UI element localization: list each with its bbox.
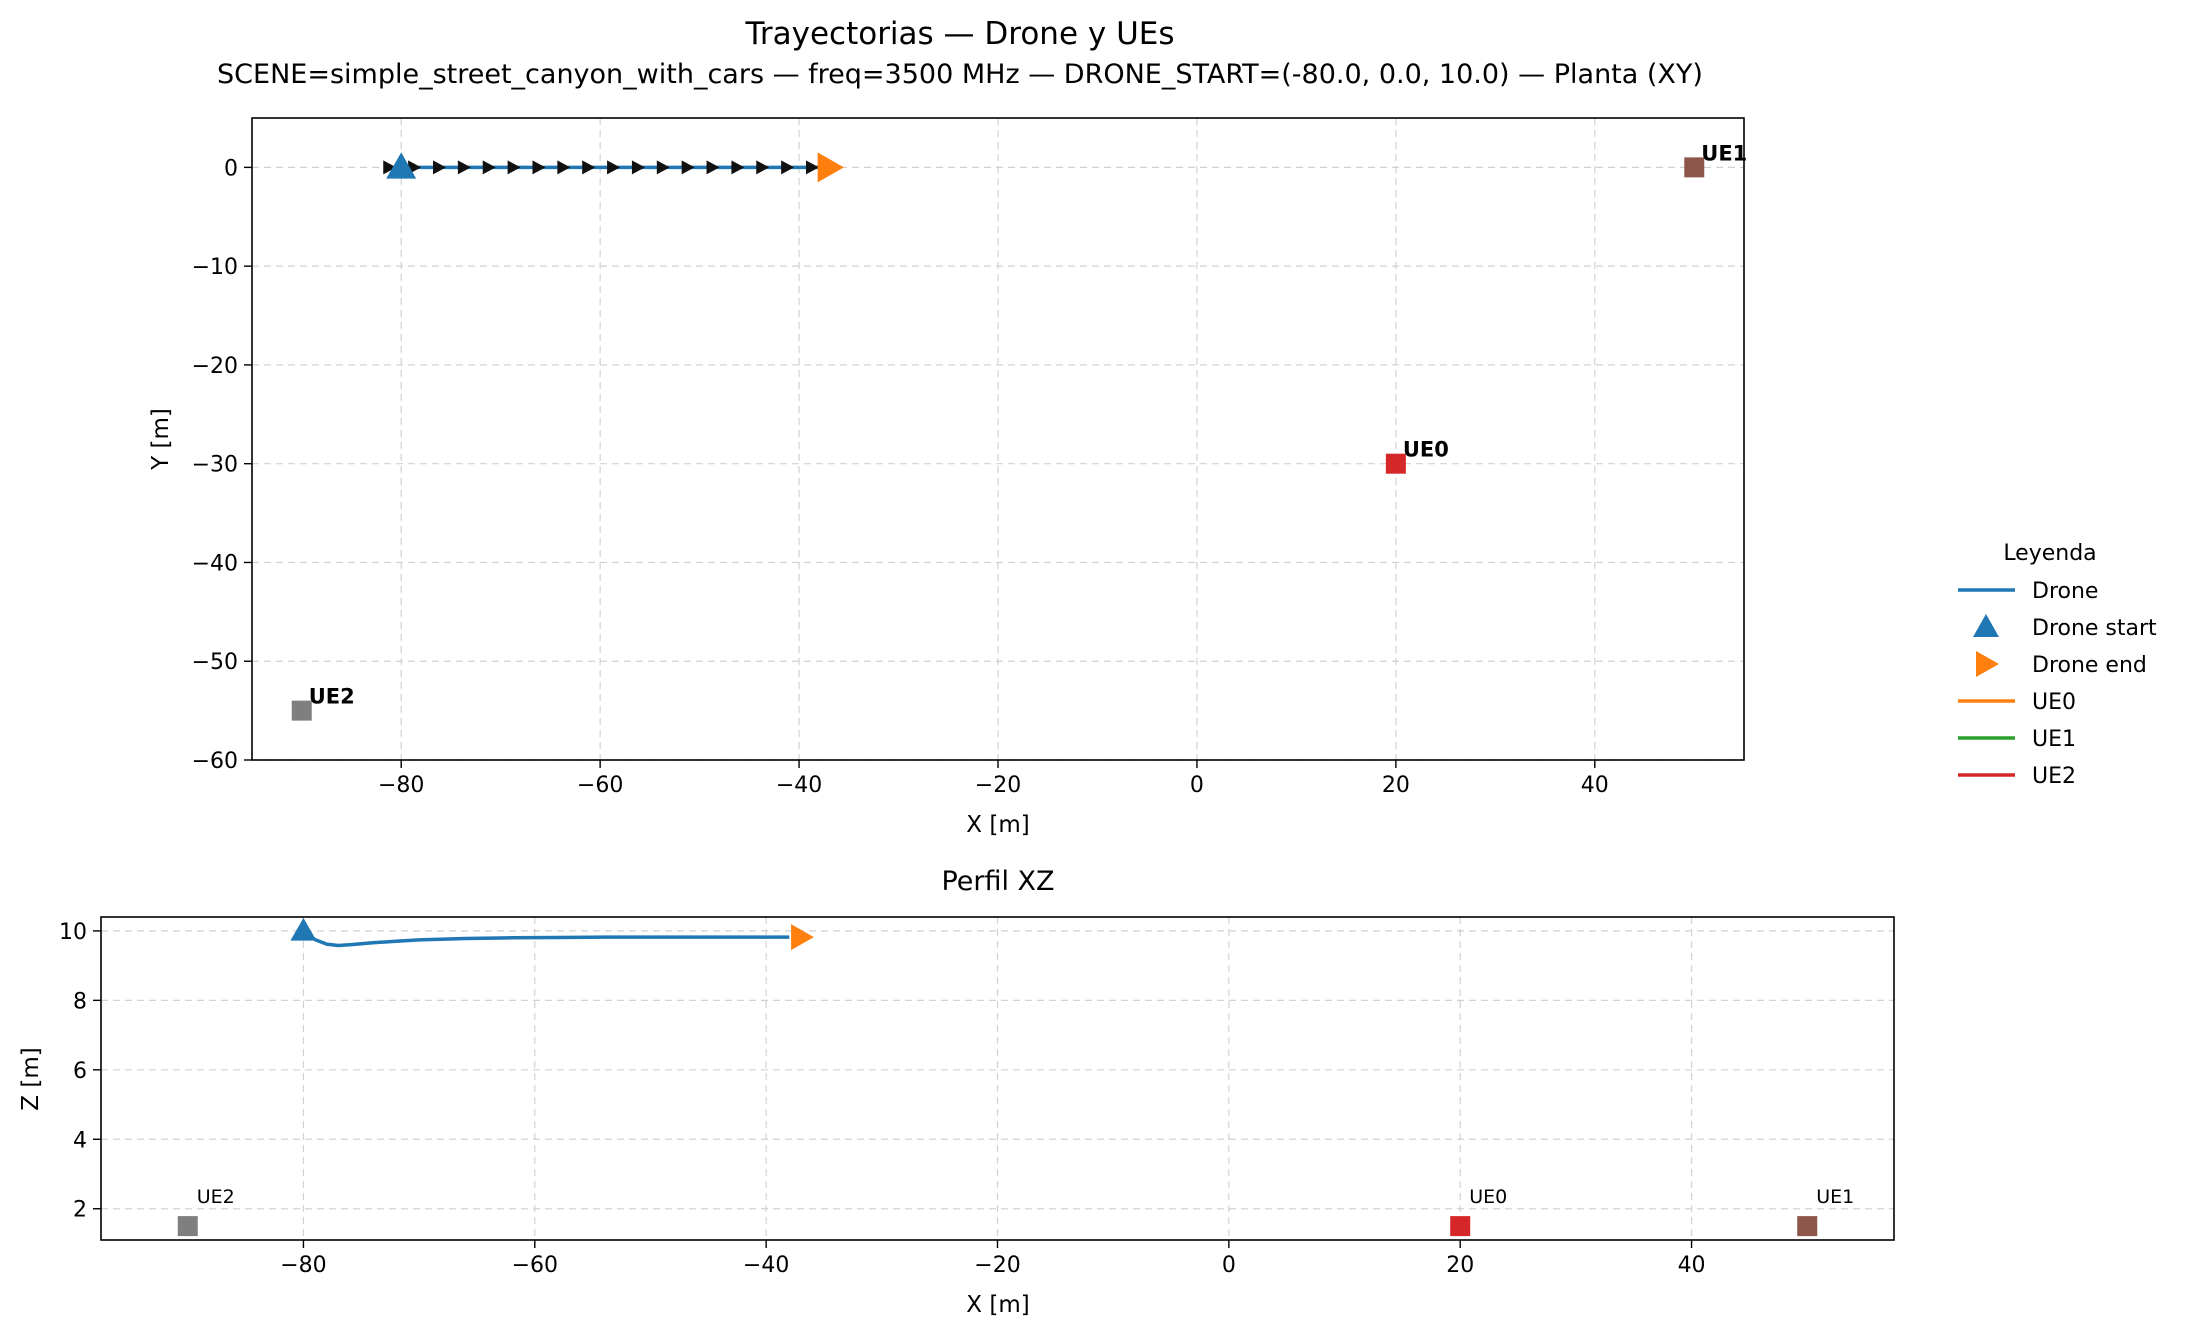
- plan-xy-ue-marker-ue0: [1385, 453, 1406, 474]
- plan-xy-ytick-label: −10: [192, 255, 238, 280]
- profile-xz-xtick-label: 20: [1446, 1253, 1474, 1278]
- direction-arrow-icon: [706, 160, 720, 175]
- plan-xy-content: UE0 UE1 UE2: [291, 141, 1747, 721]
- legend-label-ue2: UE2: [2032, 764, 2076, 789]
- plan-xy-ytick-label: 0: [224, 156, 238, 181]
- profile-xz-xtick-label: 40: [1678, 1253, 1706, 1278]
- direction-arrow-icon: [582, 160, 596, 175]
- profile-xz-drone-start-marker: [290, 917, 317, 941]
- plan-xy-ue-label-ue1: UE1: [1701, 141, 1747, 165]
- legend-label-ue1: UE1: [2032, 727, 2076, 752]
- profile-xz-ytick-label: 10: [59, 920, 87, 945]
- figure-subtitle: SCENE=simple_street_canyon_with_cars — f…: [217, 59, 1703, 90]
- plan-xy-ytick-label: −30: [192, 453, 238, 478]
- plan-xy-ytick-label: −50: [192, 650, 238, 675]
- legend-label-drone: Drone: [2032, 579, 2098, 604]
- profile-xz-xtick-label: −80: [280, 1253, 326, 1278]
- profile-xz-ue-marker-ue1: [1797, 1216, 1818, 1237]
- plan-xy-ylabel: Y [m]: [148, 408, 174, 471]
- profile-xz-title: Perfil XZ: [941, 866, 1054, 897]
- profile-xz-ue-marker-ue2: [177, 1216, 198, 1237]
- plan-xy-xtick-label: −80: [378, 773, 424, 798]
- plan-xy-xtick-label: −60: [577, 773, 623, 798]
- direction-arrow-icon: [457, 160, 471, 175]
- direction-arrow-icon: [631, 160, 645, 175]
- profile-xz-ticks: −80 −60 −40 −20 0 20 40 2 4 6 8 10: [59, 920, 1706, 1278]
- plan-xy-ytick-label: −40: [192, 551, 238, 576]
- direction-arrow-icon: [805, 160, 819, 175]
- legend-swatch-drone-end: [1976, 651, 1999, 677]
- profile-xz-drone-end-marker: [791, 924, 814, 951]
- legend-label-drone-end: Drone end: [2032, 653, 2147, 678]
- legend-swatch-drone-start: [1973, 614, 1999, 637]
- direction-arrow-icon: [557, 160, 571, 175]
- direction-arrow-icon: [781, 160, 795, 175]
- profile-xz-xtick-label: 0: [1222, 1253, 1236, 1278]
- profile-xz-xlabel: X [m]: [966, 1292, 1029, 1318]
- direction-arrow-icon: [656, 160, 670, 175]
- direction-arrow-icon: [756, 160, 770, 175]
- profile-xz-ue-label-ue2: UE2: [197, 1186, 235, 1208]
- profile-xz-ue-marker-ue0: [1450, 1216, 1471, 1237]
- plan-xy-xlabel: X [m]: [966, 812, 1029, 838]
- direction-arrow-icon: [507, 160, 521, 175]
- plan-xy-ue-label-ue2: UE2: [309, 685, 355, 709]
- legend-label-drone-start: Drone start: [2032, 616, 2157, 641]
- profile-xz-xtick-label: −40: [743, 1253, 789, 1278]
- plan-xy-drone-start-marker: [386, 152, 417, 179]
- direction-arrow-icon: [607, 160, 621, 175]
- direction-arrow-icon: [482, 160, 496, 175]
- direction-arrow-icon: [532, 160, 546, 175]
- plan-xy-xtick-label: 0: [1190, 773, 1204, 798]
- plan-xy-ue-marker-ue2: [291, 700, 312, 721]
- profile-xz-ylabel: Z [m]: [18, 1047, 44, 1110]
- profile-xz-grid: [101, 917, 1894, 1240]
- plan-xy-xtick-label: −20: [975, 773, 1021, 798]
- legend: Leyenda Drone Drone start Drone end UE0 UE1 U…: [1958, 541, 2157, 789]
- profile-xz-xtick-label: −20: [974, 1253, 1020, 1278]
- plan-xy-ue-label-ue0: UE0: [1403, 438, 1449, 462]
- profile-xz-drone-path: [302, 929, 790, 948]
- direction-arrow-icon: [383, 160, 397, 175]
- profile-xz-content: UE0 UE1 UE2: [177, 917, 1854, 1237]
- plan-xy-ytick-label: −20: [192, 354, 238, 379]
- legend-label-ue0: UE0: [2032, 690, 2076, 715]
- plan-xy-xtick-label: 20: [1382, 773, 1410, 798]
- plan-xy-ticks: −80 −60 −40 −20 0 20 40 0 −10 −20 −30 −40 −50 −60: [192, 156, 1609, 798]
- plan-xy-ytick-label: −60: [192, 749, 238, 774]
- direction-arrow-icon: [681, 160, 695, 175]
- profile-xz-ytick-label: 4: [73, 1128, 87, 1153]
- plan-xy-plot: UE0 UE1 UE2 −80 −60 −40 −20 0 20 40 0 −10 −20 −30 −40…: [148, 117, 1747, 838]
- profile-xz-ue-label-ue0: UE0: [1469, 1186, 1507, 1208]
- profile-xz-ytick-label: 8: [73, 989, 87, 1014]
- plan-xy-xtick-label: −40: [776, 773, 822, 798]
- plan-xy-drone-end-marker: [817, 152, 844, 183]
- direction-arrow-icon: [731, 160, 745, 175]
- legend-title: Leyenda: [2003, 541, 2096, 566]
- direction-arrow-icon: [432, 160, 446, 175]
- profile-xz-ytick-label: 2: [73, 1198, 87, 1223]
- profile-xz-plot: Perfil XZ UE0 UE1 UE2 −80 −60 −40 −20 0 20 40 2 4 6…: [18, 866, 1895, 1318]
- profile-xz-ue-label-ue1: UE1: [1816, 1186, 1854, 1208]
- plan-xy-grid: [252, 118, 1744, 761]
- profile-xz-xtick-label: −60: [512, 1253, 558, 1278]
- figure-title: Trayectorias — Drone y UEs: [744, 16, 1174, 52]
- profile-xz-ytick-label: 6: [73, 1059, 87, 1084]
- plan-xy-xtick-label: 40: [1581, 773, 1609, 798]
- plan-xy-ue-marker-ue1: [1684, 157, 1705, 178]
